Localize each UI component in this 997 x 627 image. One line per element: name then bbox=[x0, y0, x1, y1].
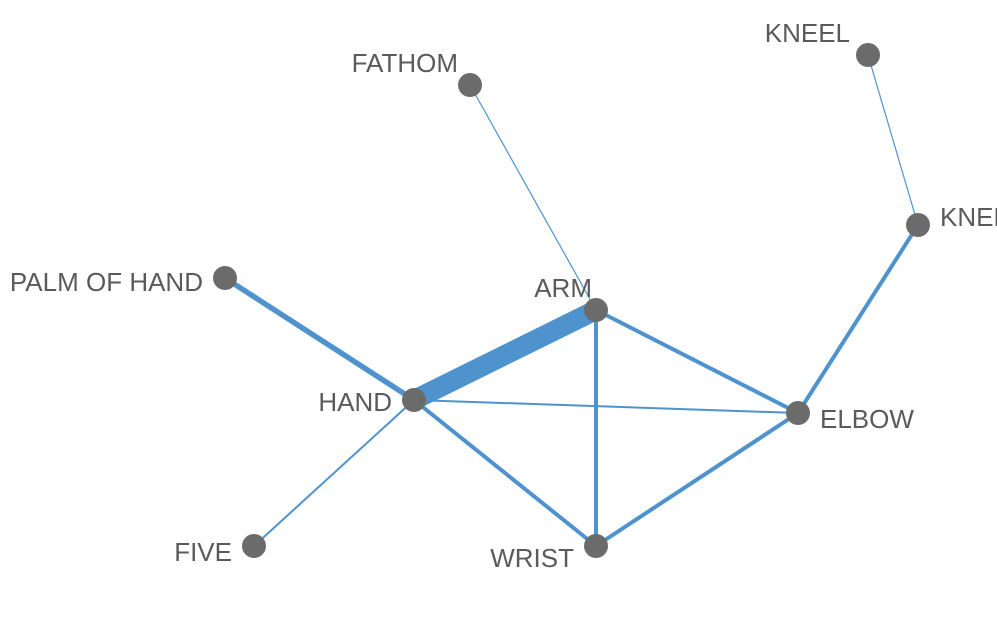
node-kneel bbox=[856, 43, 880, 67]
edge-elbow-knee bbox=[798, 225, 918, 413]
label-palm: PALM OF HAND bbox=[10, 267, 203, 297]
node-knee bbox=[906, 213, 930, 237]
label-kneel: KNEEL bbox=[765, 18, 850, 48]
node-wrist bbox=[584, 534, 608, 558]
edge-hand-elbow bbox=[414, 400, 798, 413]
edge-hand-arm bbox=[414, 310, 596, 400]
node-elbow bbox=[786, 401, 810, 425]
node-hand bbox=[402, 388, 426, 412]
edge-hand-five bbox=[254, 400, 414, 546]
label-elbow: ELBOW bbox=[820, 404, 914, 434]
network-diagram: FATHOM KNEEL KNEE PALM OF HAND ARM HAND ELBOW F… bbox=[0, 0, 997, 627]
edge-knee-kneel bbox=[868, 55, 918, 225]
edge-hand-palm bbox=[225, 278, 414, 400]
node-fathom bbox=[458, 73, 482, 97]
label-wrist: WRIST bbox=[490, 543, 574, 573]
edge-hand-wrist bbox=[414, 400, 596, 546]
label-five: FIVE bbox=[174, 537, 232, 567]
labels-group: FATHOM KNEEL KNEE PALM OF HAND ARM HAND ELBOW F… bbox=[10, 18, 997, 573]
node-five bbox=[242, 534, 266, 558]
edge-arm-elbow bbox=[596, 310, 798, 413]
label-hand: HAND bbox=[318, 387, 392, 417]
label-knee: KNEE bbox=[940, 202, 997, 232]
edge-wrist-elbow bbox=[596, 413, 798, 546]
label-fathom: FATHOM bbox=[352, 48, 458, 78]
label-arm: ARM bbox=[534, 273, 592, 303]
node-palm bbox=[213, 266, 237, 290]
